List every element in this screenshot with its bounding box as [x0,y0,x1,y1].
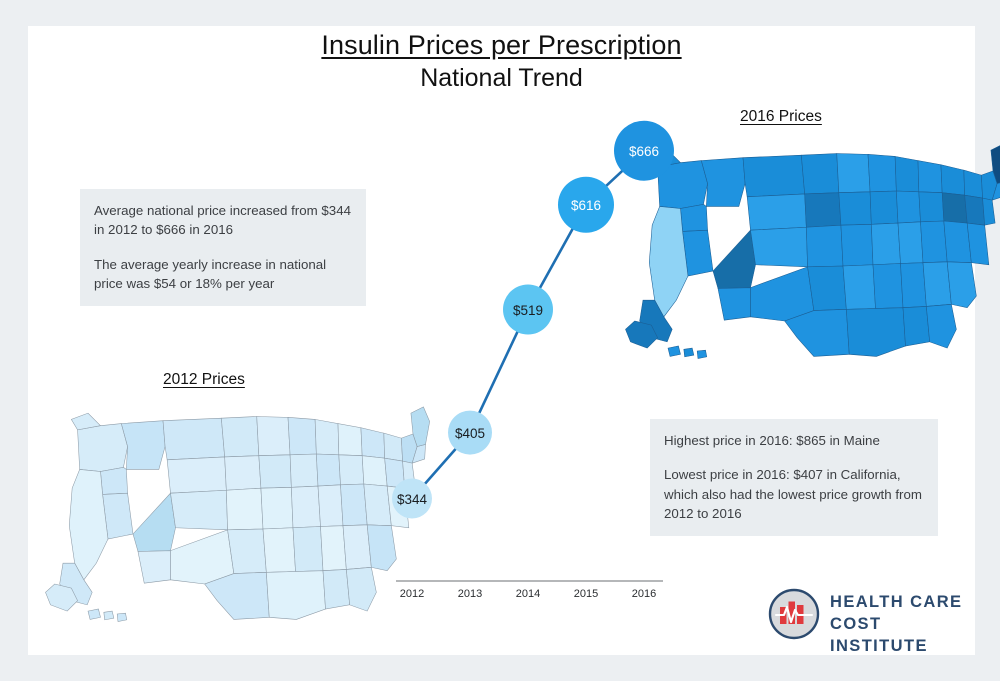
map-2012-prices [28,384,448,634]
x-tick-2012: 2012 [400,588,424,600]
hcci-logo: HEALTH CARE COST INSTITUTE [768,586,978,655]
data-point-2015[interactable]: $616 [558,176,614,233]
info-left-paragraph-2: The average yearly increase in national … [94,256,327,291]
logo-line-1: HEALTH CARE [830,593,963,611]
data-point-2013[interactable]: $405 [448,410,492,455]
info-panel-national-trend: Average national price increased from $3… [80,189,366,307]
infographic-card: Insulin Prices per Prescription National… [28,26,1000,655]
x-tick-2013: 2013 [458,588,482,600]
state-shapes-2012 [46,407,430,622]
logo-line-2: COST INSTITUTE [830,614,928,655]
us-choropleth-svg-2012 [28,384,448,634]
bubble-value-label: $405 [455,426,485,441]
bubble-value-label: $344 [397,492,428,507]
page-subtitle: National Trend [420,64,583,92]
map-2016-heading: 2016 Prices [740,108,822,125]
bubble-marker[interactable] [392,478,432,519]
bubble-marker[interactable] [558,176,614,233]
insulin-price-trend-chart: $344 $405 $519 $616 $666 2012 2013 2014 2015 201… [358,84,688,604]
x-tick-2014: 2014 [516,588,540,600]
bubble-value-label: $616 [571,198,601,213]
info-right-paragraph-2: Lowest price in 2016: $407 in California… [664,467,922,521]
bubble-marker[interactable] [448,410,492,455]
chart-svg: $344$405$519$616$666 2012 2013 2014 2015 201… [392,120,674,600]
state-shapes-2016 [626,144,1000,359]
data-point-2014[interactable]: $519 [503,284,553,335]
bubble-value-label: $519 [513,303,543,318]
x-tick-2016: 2016 [632,588,656,600]
info-panel-state-extremes: Highest price in 2016: $865 in Maine Low… [650,419,938,537]
page-title: Insulin Prices per Prescription [321,30,682,60]
hcci-logo-mark-icon [768,588,820,640]
data-point-2012[interactable]: $344 [392,478,432,519]
hcci-logo-text: HEALTH CARE COST INSTITUTE [830,592,978,658]
x-axis-tick-labels: 2012 2013 2014 2015 2016 [400,588,656,600]
map-2016-prices [608,121,1000,371]
x-tick-2015: 2015 [574,588,598,600]
info-left-paragraph-1: Average national price increased from $3… [94,203,351,238]
data-point-bubbles: $344 $405 $519 $616 $666 [392,120,674,519]
info-right-paragraph-1: Highest price in 2016: $865 in Maine [664,433,880,448]
bubble-marker[interactable] [503,284,553,335]
data-point-2016[interactable]: $666 [614,120,674,181]
bubble-marker[interactable] [614,120,674,181]
bubble-value-label: $666 [629,144,659,159]
map-2012-heading: 2012 Prices [163,371,245,388]
us-choropleth-svg-2016 [608,121,1000,371]
